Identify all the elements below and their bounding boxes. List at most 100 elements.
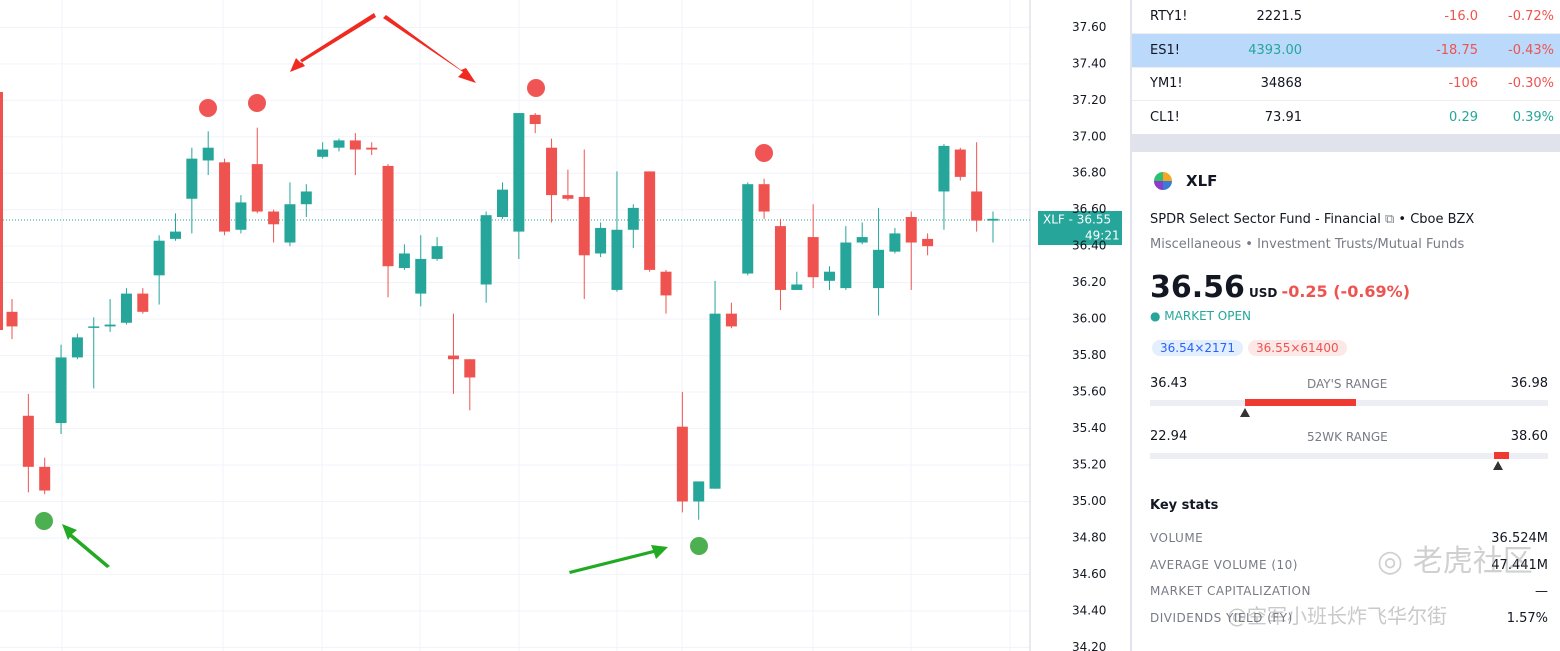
body (120, 293, 132, 323)
price-label: XLF - 36.55 (1043, 213, 1111, 227)
watch-change-pct: -0.43% (1508, 42, 1554, 58)
body (284, 204, 296, 243)
stat-value: — (1535, 584, 1548, 600)
day-range-label: DAY'S RANGE (1307, 377, 1388, 391)
y-tick-label: 35.20 (1072, 458, 1106, 472)
grid (0, 0, 1030, 651)
status: ● MARKET OPEN (1150, 309, 1252, 323)
countdown: 49:21 (1085, 229, 1120, 243)
body (709, 313, 721, 489)
key-stats-title: Key stats (1150, 498, 1219, 513)
body (873, 249, 885, 289)
y-tick-label: 35.00 (1072, 494, 1106, 508)
red-dot (527, 79, 545, 97)
watch-row[interactable]: ES1! 4393.00 -18.75 -0.43% (1132, 33, 1560, 68)
body (595, 227, 607, 254)
watermark-author: @空军小班长炸飞华尔街 (1227, 604, 1447, 628)
day-low: 36.43 (1150, 376, 1188, 391)
body (186, 158, 198, 199)
body (300, 191, 312, 205)
price: 36.56 (1150, 270, 1245, 305)
body (398, 253, 410, 269)
chart: XLF - 36.55 49:21 34.20 34.40 34.60 34.80 35… (0, 0, 1122, 651)
wk-low: 22.94 (1150, 429, 1188, 444)
watch-change: -18.75 (1436, 42, 1478, 58)
y-tick-label: 36.60 (1072, 202, 1106, 216)
body (382, 165, 394, 267)
bid: 36.54×2171 (1152, 340, 1243, 356)
body (366, 147, 378, 150)
watch-symbol: ES1! (1150, 42, 1180, 58)
green-arrow (62, 524, 110, 568)
wk-bar (1494, 452, 1509, 459)
wk-high: 38.60 (1510, 429, 1548, 444)
watch-last: 4393.00 (1248, 42, 1302, 58)
body (889, 233, 901, 252)
watch-symbol: YM1! (1150, 76, 1183, 91)
y-tick-label: 37.20 (1072, 93, 1106, 107)
stat-label: VOLUME (1150, 531, 1204, 545)
y-tick-label: 34.80 (1072, 530, 1106, 544)
industry: Investment Trusts/Mutual Funds (1257, 237, 1465, 252)
link-icon: ⧉ (1384, 212, 1395, 227)
body (725, 313, 737, 327)
body (464, 359, 476, 378)
watch-symbol: RTY1! (1150, 9, 1188, 24)
partial-candle (0, 92, 3, 330)
wk-track (1150, 453, 1548, 459)
red-dot (755, 144, 773, 162)
watch-symbol: CL1! (1150, 109, 1180, 125)
body (824, 271, 835, 281)
body (578, 196, 590, 256)
stat-label: AVERAGE VOLUME (10) (1150, 557, 1298, 572)
body (774, 226, 786, 290)
y-tick-label: 37.40 (1072, 56, 1106, 70)
body (22, 415, 34, 467)
body (88, 326, 100, 328)
y-tick-label: 37.00 (1072, 129, 1106, 143)
body (546, 147, 558, 196)
body (55, 357, 67, 424)
body (137, 293, 149, 312)
watch-row[interactable]: RTY1! 2221.5 -16.0 -0.72% (1132, 0, 1560, 34)
price-label-bg (1038, 211, 1122, 245)
name: SPDR Select Sector Fund - Financial (1150, 212, 1381, 227)
body (922, 238, 934, 247)
quote: 36.56 USD -0.25 (-0.69%) (1150, 270, 1410, 305)
green-arrow (569, 545, 668, 574)
brand: 老虎社区 (1412, 544, 1533, 579)
y-tick-label: 36.00 (1072, 312, 1106, 326)
watch-last: 73.91 (1264, 109, 1302, 125)
green-dot (35, 512, 53, 530)
ask: 36.55×61400 (1248, 340, 1347, 356)
stat-value: 47.441M (1491, 557, 1548, 573)
currency: USD (1249, 286, 1278, 300)
annotations (35, 13, 773, 574)
body (971, 191, 983, 221)
sector: Miscellaneous (1150, 237, 1242, 252)
change: -0.25 (-0.69%) (1281, 282, 1411, 301)
y-tick-label: 34.20 (1072, 640, 1106, 651)
stat-label: MARKET CAPITALIZATION (1150, 584, 1311, 599)
watch-change-pct: -0.72% (1508, 9, 1554, 24)
watch-row[interactable]: YM1! 34868 -106 -0.30% (1132, 67, 1560, 101)
watch-row[interactable]: CL1! 73.91 0.29 0.39% (1132, 101, 1560, 135)
y-tick-label: 36.80 (1072, 166, 1106, 180)
divider (1132, 134, 1560, 152)
body (627, 207, 639, 230)
body (104, 324, 116, 327)
watch-change: -106 (1448, 76, 1478, 91)
body (938, 145, 950, 192)
green-dot (690, 537, 708, 555)
day-marker (1240, 408, 1250, 417)
status-text: MARKET OPEN (1164, 309, 1252, 323)
body (235, 202, 247, 230)
y-tick-label: 34.40 (1072, 603, 1106, 617)
wk-range-label: 52WK RANGE (1307, 430, 1388, 444)
body (219, 162, 231, 232)
body (644, 171, 656, 270)
day-high: 36.98 (1510, 376, 1548, 391)
red-dot (248, 94, 266, 112)
candles (6, 113, 999, 520)
